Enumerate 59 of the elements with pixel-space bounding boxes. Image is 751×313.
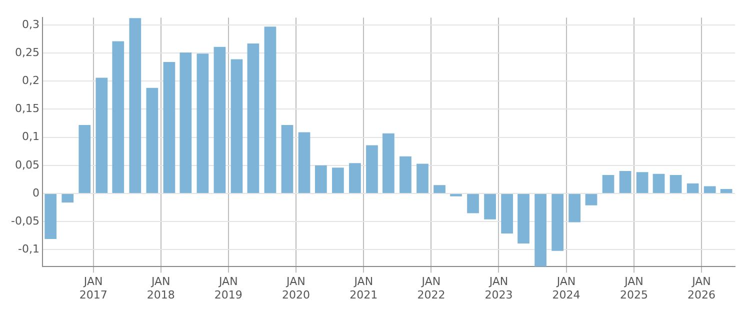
bar <box>298 132 310 194</box>
x-tick-label: JAN 2022 <box>417 275 446 302</box>
bar <box>196 54 209 194</box>
bar <box>96 78 108 194</box>
bar <box>44 194 57 240</box>
bar <box>163 62 176 194</box>
bar <box>568 194 581 222</box>
bar <box>332 168 344 194</box>
y-tick-label: 0,2 <box>22 74 40 87</box>
bar <box>484 194 496 220</box>
x-tick-label: JAN 2025 <box>620 275 648 302</box>
bar <box>78 124 91 194</box>
bar <box>180 52 192 194</box>
x-tick-label: JAN 2017 <box>79 275 108 302</box>
bar <box>349 163 361 194</box>
bar <box>534 194 546 267</box>
bar <box>146 88 158 194</box>
bar <box>518 194 530 244</box>
bar <box>670 174 682 194</box>
bar <box>501 194 513 234</box>
bar <box>382 133 394 194</box>
bar <box>214 46 226 194</box>
bar <box>720 189 732 194</box>
y-tick-label: 0,25 <box>14 46 40 59</box>
bar <box>602 174 614 194</box>
bar <box>434 185 446 194</box>
y-tick-label: 0,3 <box>22 18 40 31</box>
y-tick-label: 0,05 <box>14 158 40 172</box>
bar <box>467 194 479 214</box>
y-tick-label: -0,1 <box>18 242 40 256</box>
bar <box>552 194 564 251</box>
bar <box>400 156 412 194</box>
bar <box>636 172 648 194</box>
bar <box>366 145 378 194</box>
y-tick-label: 0 <box>32 186 40 200</box>
x-tick-label: JAN 2019 <box>214 275 242 302</box>
bar <box>264 26 276 194</box>
bar <box>619 171 632 194</box>
bar <box>652 174 665 194</box>
x-tick-label: JAN 2021 <box>350 275 378 302</box>
x-tick-label: JAN 2018 <box>146 275 175 302</box>
y-tick-label: -0,05 <box>10 214 40 228</box>
x-tick-label: JAN 2020 <box>282 275 310 302</box>
x-tick-label: JAN 2023 <box>484 275 513 302</box>
bar <box>62 194 74 203</box>
bar <box>686 183 699 194</box>
bar <box>247 43 260 194</box>
y-tick-label: 0,15 <box>14 102 40 116</box>
x-tick-label: JAN 2026 <box>688 275 716 302</box>
y-tick-label: 0,1 <box>22 130 40 144</box>
bar <box>230 59 243 194</box>
bar <box>281 124 294 194</box>
bar <box>585 194 598 206</box>
bar <box>129 18 142 194</box>
x-tick-label: JAN 2024 <box>552 275 580 302</box>
bar <box>416 164 428 194</box>
bar <box>704 186 716 194</box>
bar <box>314 165 327 194</box>
bar <box>112 41 124 194</box>
